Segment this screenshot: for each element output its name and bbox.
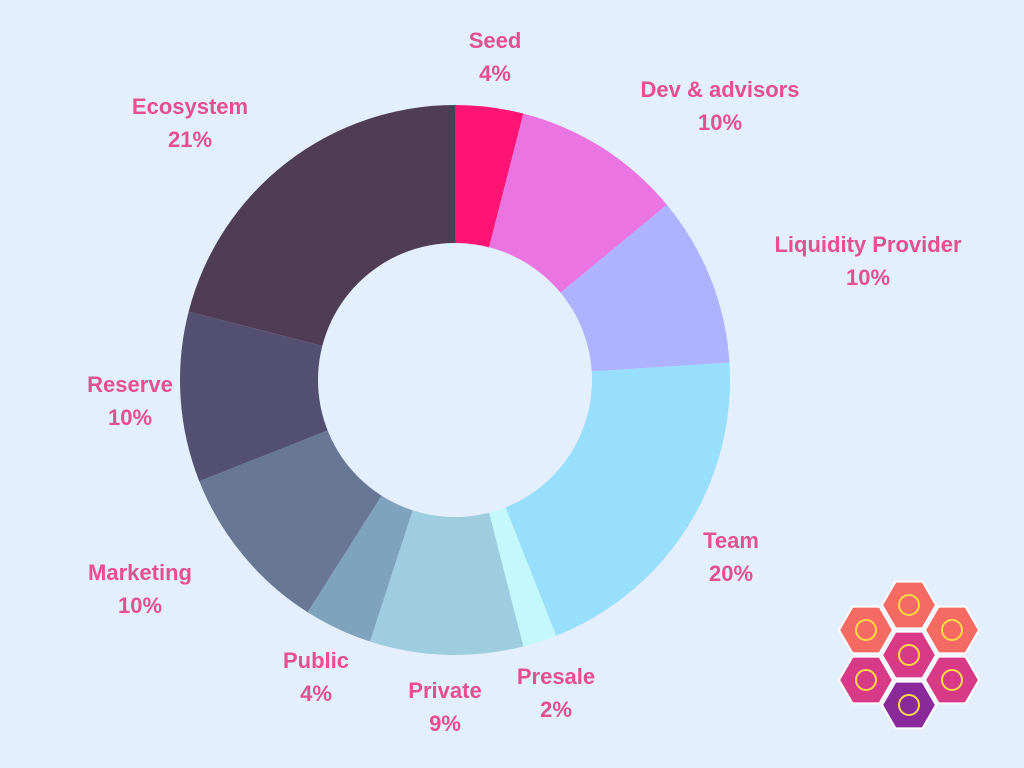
hexagon-cluster-logo <box>837 580 981 730</box>
logo-hexagon <box>923 655 981 705</box>
logo-hexagon <box>923 605 981 655</box>
logo-hexagon <box>880 580 938 630</box>
logo-hexagon <box>837 655 895 705</box>
logo-glyph <box>941 619 963 641</box>
slice-label-name: Reserve <box>87 372 173 397</box>
slice-label-name: Dev & advisors <box>641 77 800 102</box>
slice-label-name: Ecosystem <box>132 94 248 119</box>
logo-hexagon <box>880 630 938 680</box>
donut-hole <box>318 243 592 517</box>
logo-glyph <box>898 644 920 666</box>
slice-label-value: 20% <box>709 561 753 586</box>
slice-private <box>370 380 524 655</box>
logo-hexagon <box>880 680 938 730</box>
logo-glyph <box>855 669 877 691</box>
logo-glyph <box>855 619 877 641</box>
logo-glyph <box>898 594 920 616</box>
logo-hexagon <box>837 605 895 655</box>
slice-label-name: Liquidity Provider <box>774 232 961 257</box>
slice-label-value: 9% <box>429 711 461 736</box>
slice-label-name: Public <box>283 648 349 673</box>
logo-glyph <box>941 669 963 691</box>
slice-labels: Seed 4% Dev & advisors 10% Liquidity Provide… <box>87 28 962 736</box>
slice-label-value: 10% <box>846 265 890 290</box>
slice-label-value: 4% <box>479 61 511 86</box>
logo-glyph <box>898 694 920 716</box>
slice-reserve <box>180 311 455 482</box>
slice-label-value: 4% <box>300 681 332 706</box>
slice-label-name: Private <box>408 678 481 703</box>
slice-label-value: 21% <box>168 127 212 152</box>
slice-label-name: Marketing <box>88 560 192 585</box>
slice-label-name: Team <box>703 528 759 553</box>
slice-label-name: Presale <box>517 664 595 689</box>
slice-label-value: 10% <box>698 110 742 135</box>
slice-label-value: 10% <box>118 593 162 618</box>
slice-label-name: Seed <box>469 28 522 53</box>
slice-label-value: 10% <box>108 405 152 430</box>
slice-label-value: 2% <box>540 697 572 722</box>
